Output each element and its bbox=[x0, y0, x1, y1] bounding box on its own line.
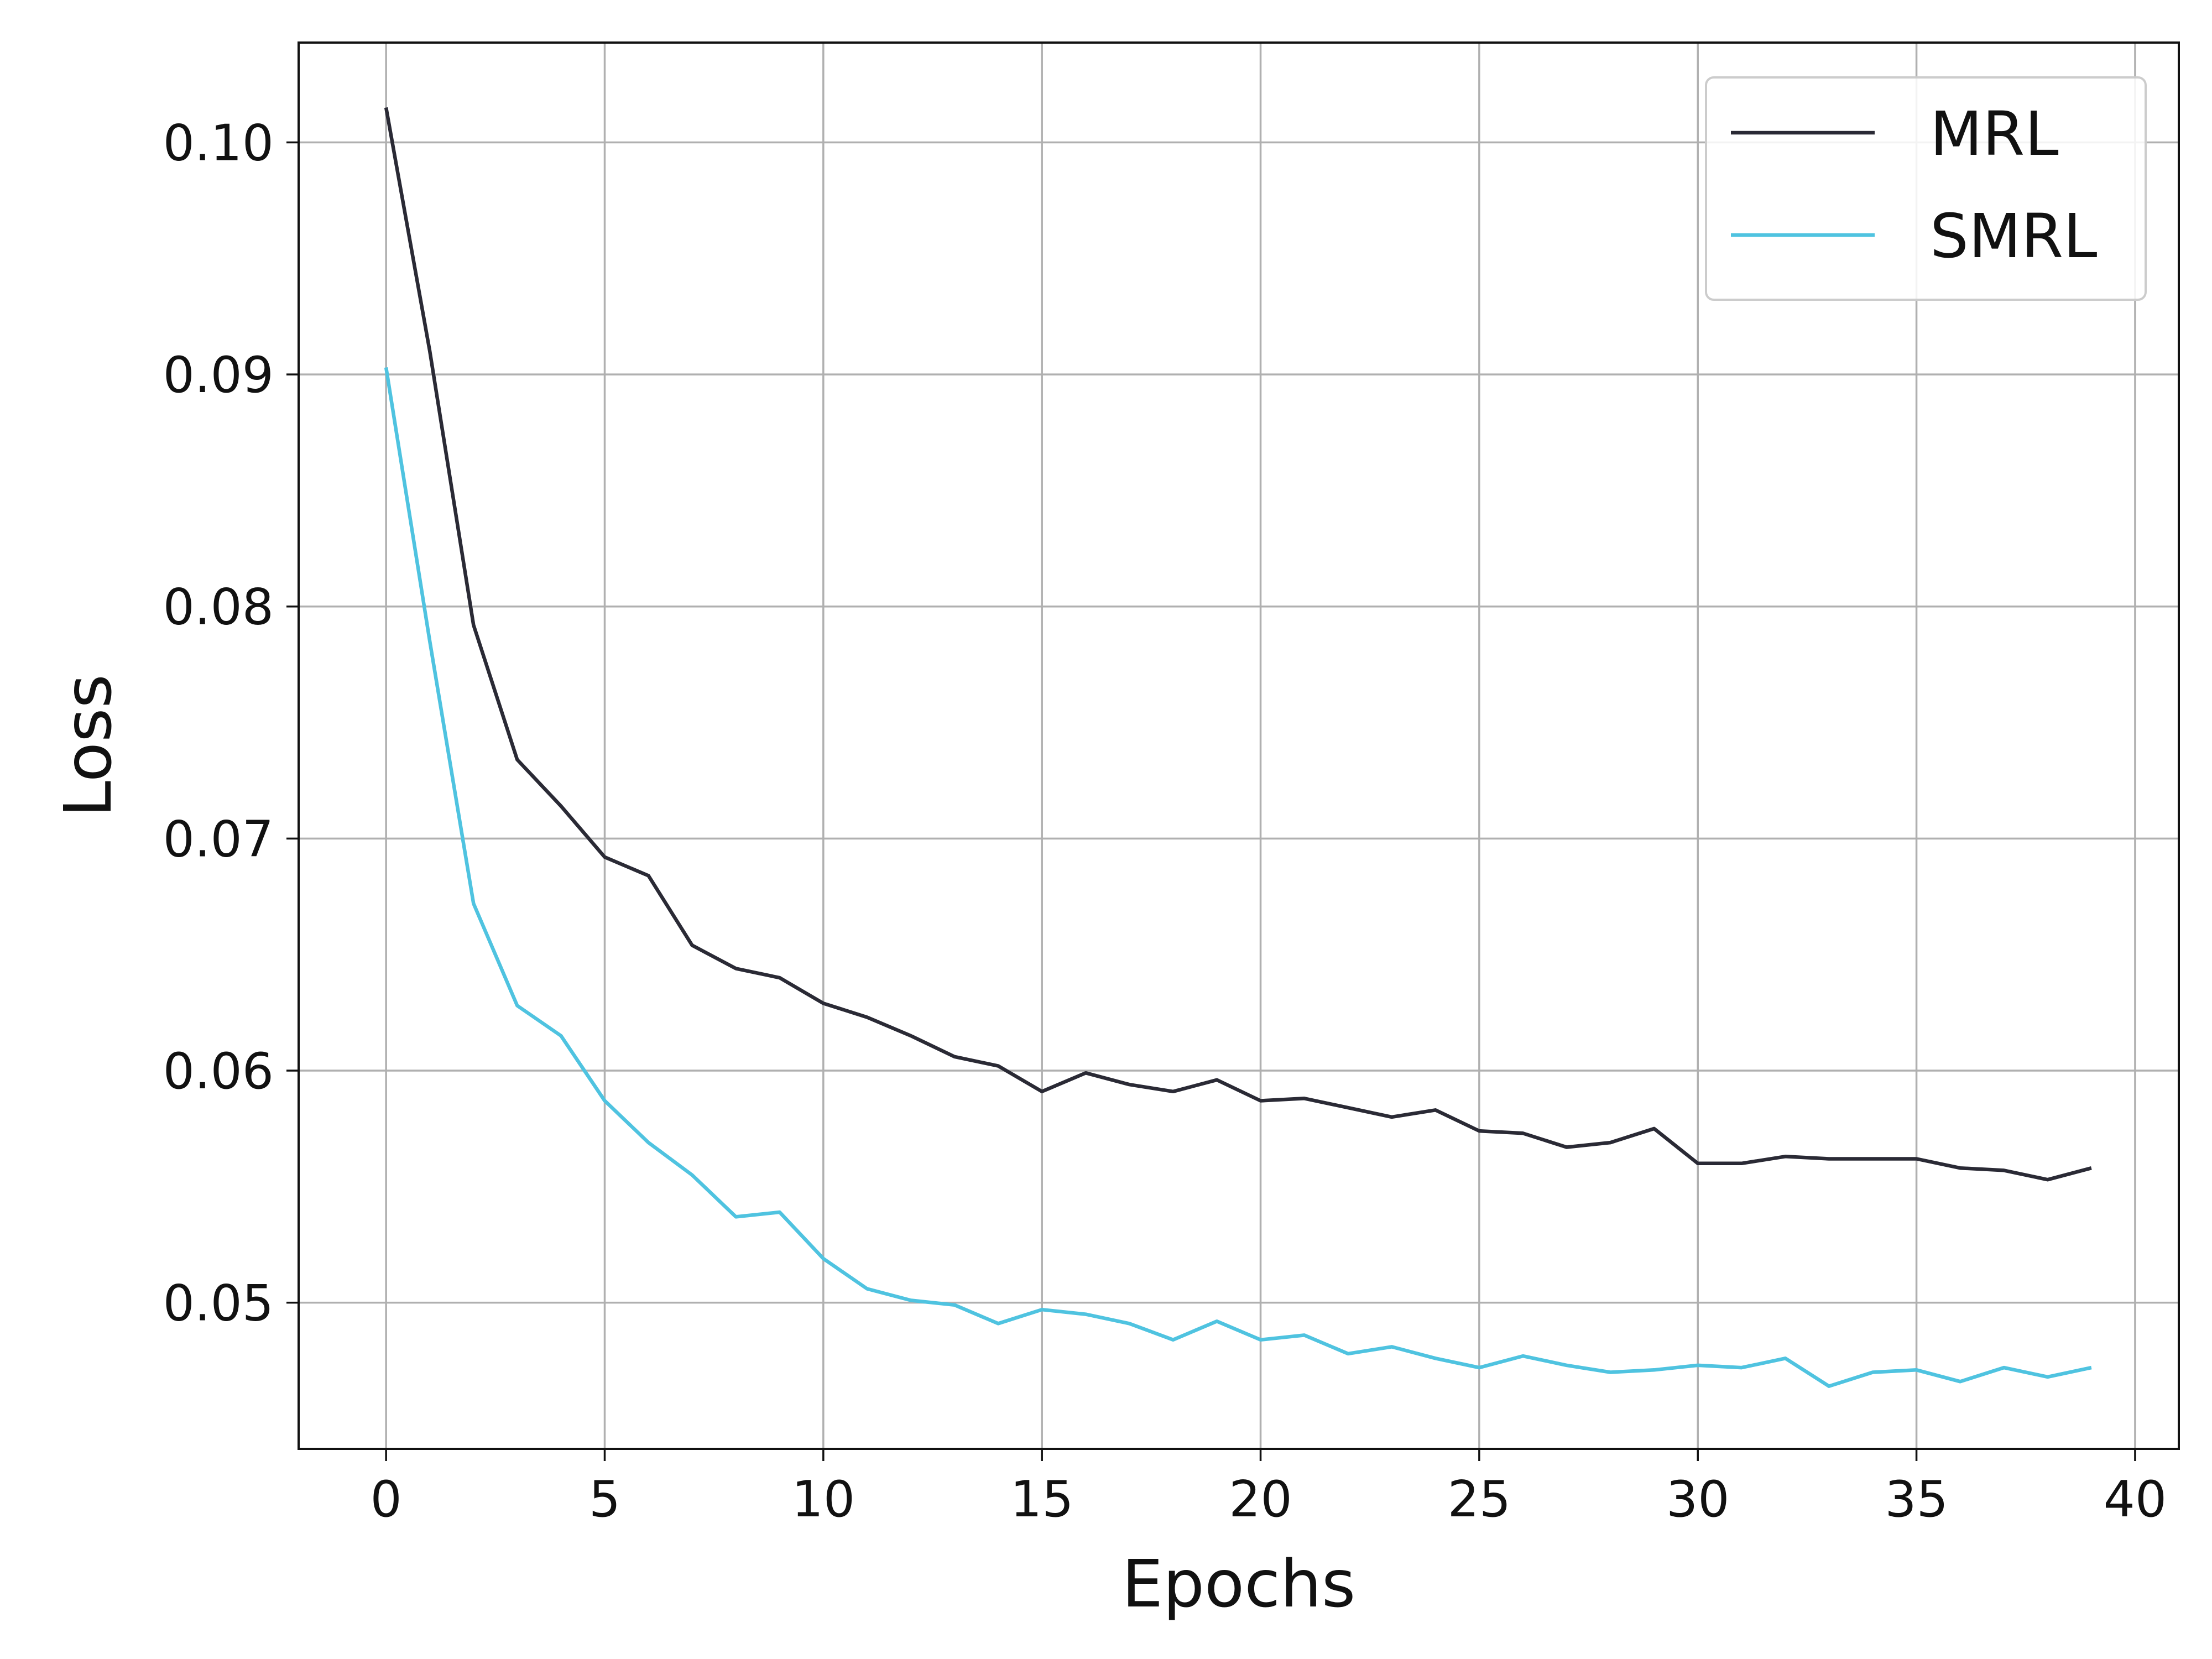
y-tick-label: 0.05 bbox=[163, 1275, 274, 1333]
x-tick-label: 25 bbox=[1448, 1470, 1511, 1528]
x-tick-label: 10 bbox=[792, 1470, 855, 1528]
y-tick-label: 0.07 bbox=[163, 810, 274, 868]
x-tick-label: 0 bbox=[371, 1470, 402, 1528]
ticks: 0 5 10 15 20 25 30 35 40 0.05 0.06 0.07 0.08 0.09 0.10 bbox=[163, 114, 2167, 1528]
legend-label-mrl: MRL bbox=[1930, 98, 2059, 169]
x-axis-label: Epochs bbox=[1122, 1546, 1356, 1622]
y-tick-label: 0.10 bbox=[163, 114, 274, 172]
series-lines bbox=[384, 107, 2092, 1388]
x-tick-label: 20 bbox=[1229, 1470, 1292, 1528]
series-line-mrl bbox=[384, 107, 2092, 1182]
legend: MRL SMRL bbox=[1705, 76, 2147, 301]
series-line-smrl bbox=[384, 367, 2092, 1388]
y-tick-label: 0.09 bbox=[163, 346, 274, 404]
legend-label-smrl: SMRL bbox=[1930, 201, 2097, 272]
x-tick-label: 30 bbox=[1666, 1470, 1730, 1528]
y-tick-label: 0.06 bbox=[163, 1042, 274, 1100]
x-tick-label: 40 bbox=[2104, 1470, 2167, 1528]
y-axis-label: Loss bbox=[50, 674, 126, 817]
plot-frame bbox=[298, 41, 2180, 1450]
x-tick-label: 15 bbox=[1010, 1470, 1074, 1528]
x-tick-label: 5 bbox=[589, 1470, 620, 1528]
y-tick-label: 0.08 bbox=[163, 578, 274, 637]
x-tick-label: 35 bbox=[1885, 1470, 1948, 1528]
